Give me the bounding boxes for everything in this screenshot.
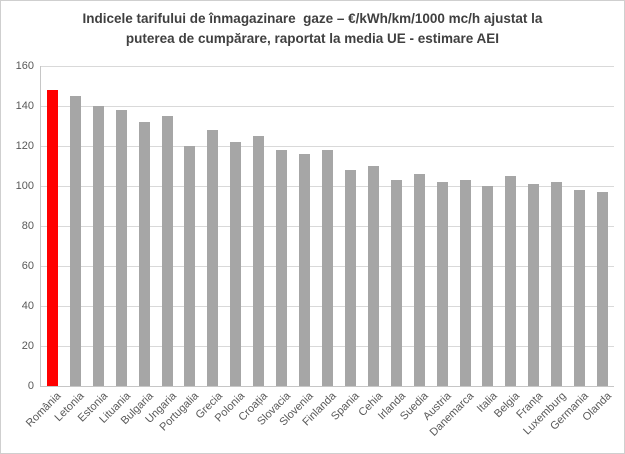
bar-danemarca — [459, 180, 471, 386]
bar-luxemburg — [551, 182, 563, 386]
bar-slovacia — [276, 150, 288, 386]
y-axis-tick-label: 20 — [21, 340, 34, 352]
y-axis-tick-label: 120 — [15, 140, 34, 152]
bar-austria — [436, 182, 448, 386]
bar-slovenia — [299, 154, 311, 386]
y-axis-tick-label: 60 — [21, 260, 34, 272]
bar-polonia — [230, 142, 242, 386]
gridline — [41, 146, 614, 147]
bar-belgia — [505, 176, 517, 386]
bar-franța — [528, 184, 540, 386]
gridline — [41, 66, 614, 67]
chart-title-line-2: puterea de cumpărare, raportat la media … — [125, 31, 500, 47]
y-axis-tick-label: 80 — [21, 220, 34, 232]
bar-finlanda — [322, 150, 333, 386]
y-axis-tick-label: 160 — [15, 60, 34, 72]
bar-germania — [574, 190, 586, 386]
bar-estonia — [92, 106, 104, 386]
bar-irlanda — [390, 180, 402, 386]
chart-title: Indicele tarifului de înmagazinare gaze … — [1, 9, 624, 50]
y-axis-tick-label: 0 — [27, 380, 34, 392]
bar-ungaria — [161, 116, 173, 386]
bar-olanda — [597, 192, 609, 386]
bar-portugalia — [184, 146, 196, 386]
bar-spania — [344, 170, 356, 386]
bar-suedia — [413, 174, 425, 386]
chart-title-line-1: Indicele tarifului de înmagazinare gaze … — [82, 11, 543, 26]
bar-românia — [46, 90, 58, 386]
bar-italia — [482, 186, 494, 386]
bar-lituania — [115, 110, 127, 386]
y-axis-tick-label: 140 — [15, 100, 34, 112]
bar-cehia — [367, 166, 379, 386]
y-axis-tick-label: 100 — [15, 180, 34, 192]
x-axis-line — [40, 386, 614, 387]
y-axis-line — [40, 66, 41, 387]
bar-letonia — [69, 96, 81, 386]
bar-bulgaria — [138, 122, 150, 386]
gridline — [41, 106, 614, 107]
bar-croația — [253, 136, 265, 386]
bar-grecia — [207, 130, 219, 386]
y-axis-tick-label: 40 — [21, 300, 34, 312]
